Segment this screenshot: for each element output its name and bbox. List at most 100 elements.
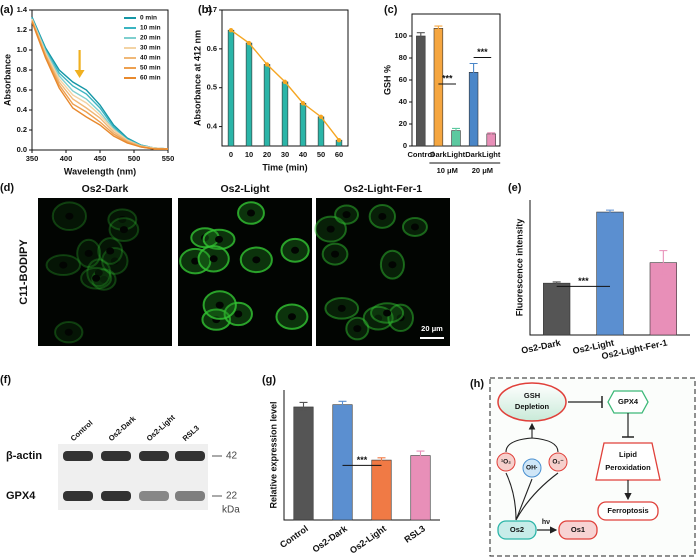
legend-label: 50 min [140,65,161,72]
light-label: hν [542,519,550,526]
error-bar [487,132,496,136]
bar [245,42,253,147]
error-bar [659,250,668,276]
x-tick-label: Control [407,150,434,159]
gpx4-label: GPX4 [618,397,639,406]
nucleus [383,309,392,317]
y-axis-label: Absorbance [2,54,12,106]
error-bar [416,32,425,40]
x-tick-label: 550 [162,154,175,163]
panel-label: (a) [0,4,14,16]
trend-point [264,62,270,67]
band [101,491,131,501]
nucleus [234,310,243,318]
x-tick-label: RSL3 [402,523,427,544]
error-bar [552,281,561,285]
nucleus [378,212,387,220]
legend-label: 40 min [140,55,161,62]
y-tick-label: 0.0 [17,145,27,154]
nucleus [94,269,103,277]
lipid-label: Peroxidation [605,463,651,472]
bar [317,116,325,147]
panel-label: (b) [198,4,212,16]
x-tick-label: Light [447,150,466,159]
nucleus [84,249,93,257]
x-tick-label: 400 [60,154,73,163]
legend-label: 30 min [140,45,161,52]
ferroptosis-label: Ferroptosis [607,506,648,515]
y-axis-label: GSH % [382,65,392,95]
protein-label: GPX4 [6,490,36,502]
y-tick-label: 0.7 [207,5,217,14]
band [101,451,131,461]
series-line [31,21,168,150]
trend-point [228,28,234,33]
bar [293,406,314,521]
nucleus [65,212,74,220]
nucleus [92,274,101,282]
diagram: GSH Depletion GPX4 Lipid Peroxidation Fe… [489,377,696,557]
nucleus [396,314,405,322]
nucleus [410,223,419,231]
nucleus [337,304,346,312]
x-axis-label: Time (min) [262,162,307,172]
bar [299,102,307,147]
bar [416,35,426,147]
bar [468,72,479,147]
nucleus [215,301,224,309]
ferroptosis-node [597,501,659,521]
y-tick-label: 60 [399,75,407,84]
scale-bar-label: 20 μm [421,324,443,333]
x-tick-label: 60 [335,150,343,159]
lane-label: Os2-Light [145,413,177,443]
bar [281,81,289,147]
x-tick-label: 450 [94,154,107,163]
y-tick-label: 100 [394,31,407,40]
panel-label: (d) [0,182,14,194]
band [63,491,93,501]
y-tick-label: 0.4 [207,122,218,131]
nucleus [246,209,255,217]
error-bar [416,450,425,461]
group-label: 20 μM [472,166,493,175]
band [139,491,169,501]
significance-label: *** [477,47,488,57]
y-tick-label: 0.2 [17,125,27,134]
nucleus [326,225,335,233]
band [175,451,205,461]
lane-label: Control [69,418,95,443]
bar [543,282,571,336]
marker-label: 42 [226,451,238,462]
significance-label: *** [578,276,589,286]
nucleus [252,256,261,264]
y-axis-label: Fluorescence intensity [514,219,524,317]
bar [596,211,624,336]
nucleus [110,257,119,265]
arrow-head [74,70,85,78]
legend-label: 10 min [140,25,161,32]
group-label: 10 μM [437,166,458,175]
y-tick-label: 0.6 [207,44,217,53]
y-tick-label: 0.8 [17,65,27,74]
y-tick-label: 1.0 [17,45,27,54]
x-axis-label: Wavelength (nm) [64,166,136,176]
os1-node [558,520,598,540]
error-bar [469,62,478,82]
nucleus [64,328,73,336]
axis-line [529,200,690,336]
micrograph-title: Os2-Dark [82,183,129,195]
band [63,451,93,461]
ros-node [496,452,516,472]
legend-label: 60 min [140,75,161,82]
bar [410,455,431,521]
y-axis-label: Absorbance at 412 nm [192,30,202,126]
ros-node [522,458,542,478]
bar [332,404,353,521]
x-tick-label: Control [278,523,310,550]
ros-label: OH· [526,465,538,472]
trend-point [282,79,288,85]
panel-label: (g) [262,374,276,386]
arrow [505,424,559,453]
bar [263,64,271,147]
